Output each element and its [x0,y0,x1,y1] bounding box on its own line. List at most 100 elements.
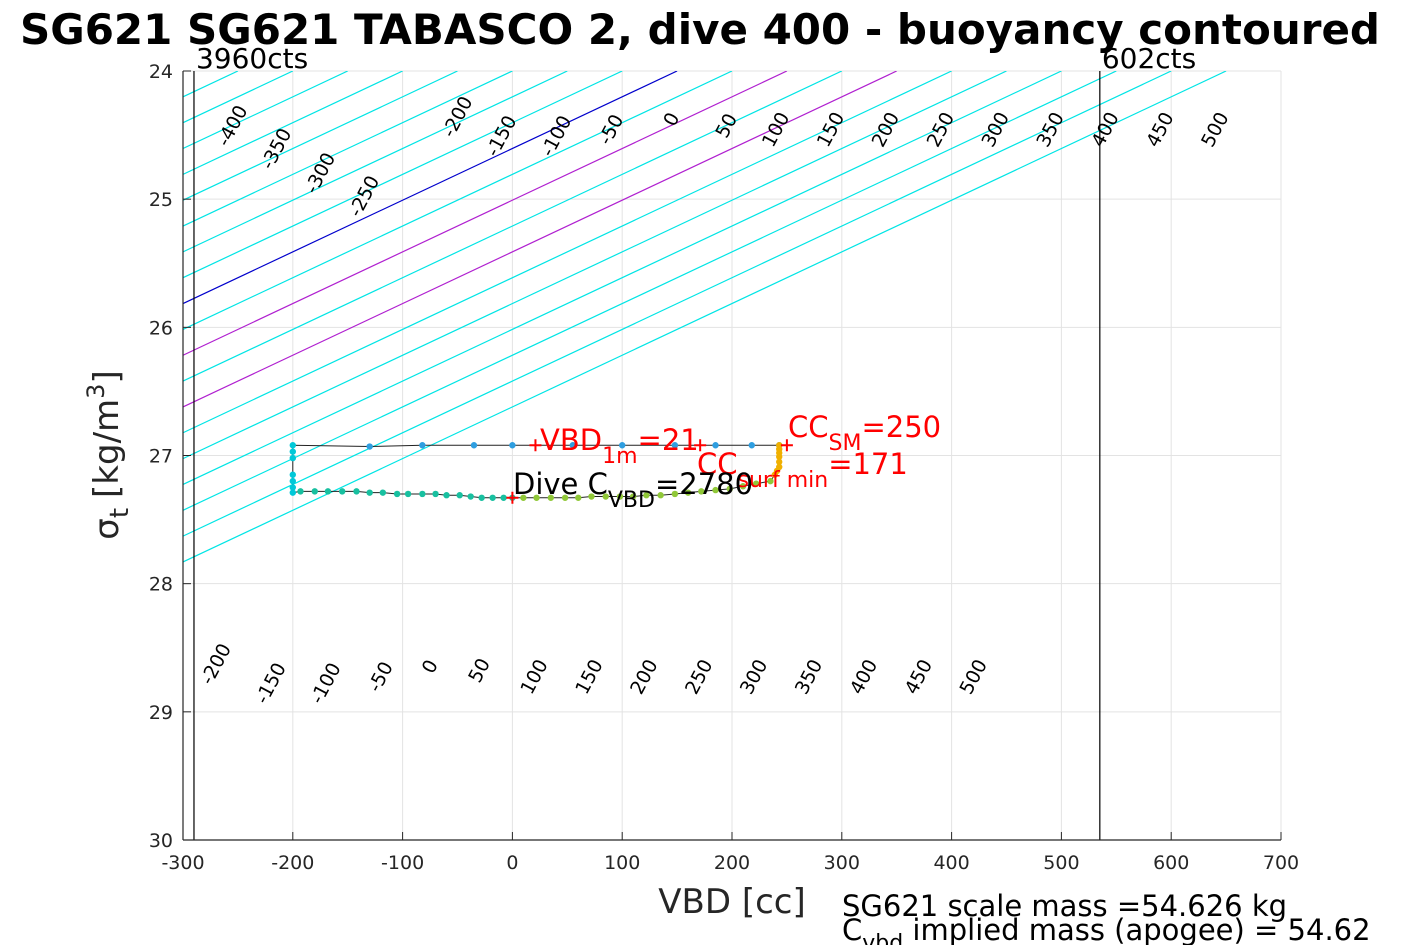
contour-line [183,71,952,434]
x-axis-label: VBD [cc] [658,882,806,922]
y-tick-label: 24 [149,61,173,83]
track-point [569,442,576,449]
dive-cvbd-value: =2780 [655,467,753,501]
footer-scale-mass: SG621 scale mass =54.626 kg [842,889,1287,923]
track-point [289,477,296,485]
cc-surf-text: CC [697,447,738,481]
vbd-1m-annotation: VBD1m=21 [540,423,699,469]
track-point [470,442,478,449]
footer-cvbd-sub: vbd [862,931,903,945]
x-tick-label: 500 [1043,852,1079,874]
track-point [726,485,734,493]
dive-cvbd-text: Dive C [513,467,608,501]
vbd-1m-value: =21 [638,423,699,457]
contour-line [183,71,897,408]
track-point [289,442,296,449]
track-point [767,477,774,485]
contour-line [183,71,1117,511]
contour-line [183,71,1062,486]
cc-sm-value: =250 [861,410,941,444]
track-point [671,490,679,498]
y-axis-label-units-close: ] [87,370,127,383]
track-point [289,454,296,462]
plus-marker [780,439,793,452]
x-tick-label: 700 [1263,852,1299,874]
track-point [643,492,650,499]
track-point [629,493,637,500]
track-point [500,494,507,501]
track-point [478,494,485,501]
track-point [776,458,783,466]
track-point [432,490,439,498]
dive-track [289,442,783,501]
track-point [776,453,783,460]
vbd-1m-text: VBD [540,423,602,457]
y-axis-label: σt [kg/m3] [82,370,135,539]
contour-line [183,71,513,227]
x-tick-label: -300 [161,852,204,874]
track-point [748,442,755,449]
contour-line [183,71,678,305]
track-point [520,494,527,501]
track-point [671,442,679,449]
x-tick-label: 100 [604,852,640,874]
track-point [456,492,463,499]
track-point [533,494,540,501]
track-point [752,480,760,487]
cc-surf-min-annotation: CCsurf min=171 [697,447,908,493]
track-point [289,471,296,478]
track-point [379,489,387,496]
track-point [393,490,401,498]
plus-marker [506,491,519,504]
track-point [467,493,474,500]
track-point [771,471,779,478]
track-point [684,489,692,496]
track-point [588,493,595,500]
track-point [712,442,719,449]
markers [506,439,793,504]
track-point [561,494,569,501]
contour-line [183,71,733,331]
cc-sm-text: CC [788,410,829,444]
footer-implied-mass: Cvbd implied mass (apogee) = 54.62 [842,913,1371,945]
cc-sm-sub: SM [829,431,862,456]
x-tick-label: 600 [1153,852,1189,874]
dive-cvbd-sub: VBD [608,488,655,513]
y-axis-label-units: [kg/m [87,399,127,498]
track-point [366,489,373,496]
track-point [575,494,582,501]
contour-line [183,71,843,382]
x-tick-label: -100 [381,852,424,874]
y-tick-label: 26 [149,317,173,339]
y-axis-label-units-sup: 3 [82,384,110,399]
vbd-limit-label: 3960cts [196,42,308,75]
footer-implied-text: implied mass (apogee) = 54.62 [903,913,1370,945]
plus-marker [529,439,542,452]
y-tick-label: 28 [149,574,173,596]
track-point [619,442,626,449]
track-point [404,490,412,498]
y-axis-label-sub: t [105,508,135,518]
track-point [297,488,304,495]
vbd-limit-lines: 3960cts 602cts [193,42,1196,840]
contour-lines [183,71,1227,563]
x-tick-label: 0 [506,852,518,874]
track-point [739,483,747,490]
x-tick-label: 300 [824,852,860,874]
track-point [616,493,624,500]
y-tick-label: 25 [149,189,173,211]
contour-line [183,71,623,279]
track-point [419,442,426,449]
vbd-1m-sub: 1m [602,444,637,469]
track-point [353,488,360,495]
vbd-limit-label: 602cts [1102,42,1196,75]
track-point [509,442,516,449]
contour-line [183,71,788,356]
track-point [324,488,332,495]
track-point [289,448,296,455]
y-axis-label-sigma: σ [87,518,127,540]
track-point [489,494,496,501]
track-point [443,492,450,499]
x-tick-label: -200 [271,852,314,874]
